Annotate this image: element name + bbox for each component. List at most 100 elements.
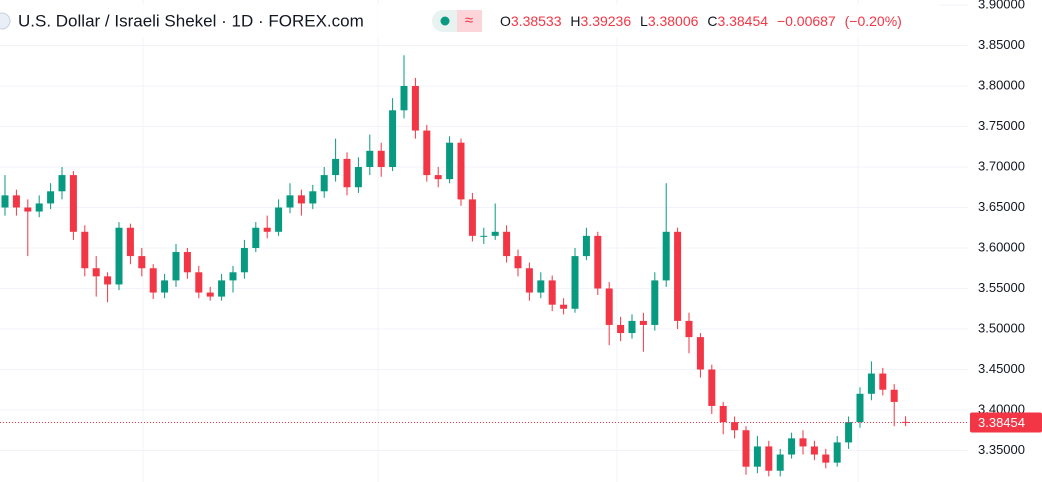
candle-body: [343, 158, 351, 188]
candle-body: [252, 227, 260, 248]
market-open-dot: [440, 16, 450, 26]
close-value: 3.38454: [717, 13, 768, 29]
candle-body: [628, 320, 636, 334]
candle-body: [879, 373, 887, 390]
candle-body: [457, 142, 465, 200]
candle-body: [731, 422, 739, 431]
approx-icon: ≈: [465, 12, 473, 29]
candle-body: [377, 150, 385, 167]
high-value: 3.39236: [581, 13, 632, 29]
candle-body: [799, 438, 807, 447]
candle-body: [548, 280, 556, 305]
candle-body: [582, 235, 590, 257]
candle-body: [47, 191, 55, 204]
symbol: U.S. Dollar / Israeli Shekel · 1D · FORE…: [18, 11, 364, 30]
candle-body: [286, 195, 294, 208]
candle-body: [571, 256, 579, 309]
candle-body: [138, 256, 146, 269]
legend-bar: U.S. Dollar / Israeli Shekel · 1D · FORE…: [0, 4, 940, 38]
low-label: L: [640, 13, 648, 29]
candle-body: [788, 438, 796, 455]
last-price-box: [970, 412, 1042, 433]
candle-body: [183, 252, 191, 273]
candle-body: [594, 235, 602, 289]
candle-body: [275, 207, 283, 232]
y-tick-label: 3.45000: [978, 361, 1025, 376]
candle-body: [537, 280, 545, 293]
candle-body: [662, 231, 670, 281]
candle-body: [1, 195, 9, 208]
candle-body: [229, 272, 237, 281]
candle-body: [605, 288, 613, 325]
candle-body: [742, 430, 750, 467]
open-label: O: [500, 13, 511, 29]
candle-body: [867, 373, 875, 394]
open-value: 3.38533: [511, 13, 562, 29]
candle-body: [400, 85, 408, 111]
candle-body: [753, 446, 761, 467]
candle-body: [263, 227, 271, 232]
y-tick-label: 3.75000: [978, 118, 1025, 133]
candle-body: [639, 320, 647, 325]
candle-body: [366, 150, 374, 167]
candle-body: [423, 130, 431, 176]
candle-body: [81, 231, 89, 269]
candle-body: [195, 272, 203, 293]
candle-body: [491, 231, 499, 236]
candle-body: [297, 195, 305, 204]
candle-body: [104, 276, 112, 285]
candle-body: [525, 268, 533, 293]
candle-body: [685, 320, 693, 338]
candle-body: [890, 389, 898, 402]
candle-body: [58, 175, 66, 192]
candle-body: [24, 207, 32, 212]
candle-body: [354, 166, 362, 188]
y-tick-label: 3.85000: [978, 37, 1025, 52]
candle-body: [514, 256, 522, 269]
candle-body: [12, 195, 20, 208]
status-pill-right: [457, 10, 482, 32]
candle-body: [833, 442, 841, 463]
candle-body: [149, 268, 157, 293]
low-value: 3.38006: [648, 13, 699, 29]
candle-body: [468, 199, 476, 236]
candle-body: [560, 304, 568, 309]
candle-body: [240, 247, 248, 273]
candle-body: [856, 393, 864, 423]
candle-body: [172, 252, 180, 281]
candle-body: [411, 85, 419, 131]
candle-body: [115, 227, 123, 285]
y-tick-label: 3.55000: [978, 280, 1025, 295]
y-tick-label: 3.50000: [978, 320, 1025, 335]
candle-body: [332, 158, 340, 176]
change: −0.00687: [777, 13, 836, 29]
high-label: H: [570, 13, 580, 29]
candle-body: [389, 110, 397, 167]
candle-body: [218, 280, 226, 297]
candle-body: [902, 421, 910, 423]
candle-body: [810, 446, 818, 455]
y-tick-label: 3.60000: [978, 239, 1025, 254]
candle-body: [503, 231, 511, 257]
candle-body: [822, 454, 830, 463]
candle-body: [719, 405, 727, 423]
candle-body: [320, 175, 328, 192]
candle-body: [651, 280, 659, 325]
candle-body: [776, 454, 784, 471]
candle-body: [446, 142, 454, 180]
ohlc: O3.38533 H3.39236 L3.38006 C3.38454 −0.0…: [500, 13, 902, 29]
y-tick-label: 3.80000: [978, 77, 1025, 92]
candle-body: [708, 369, 716, 406]
candle-body: [674, 231, 682, 321]
change-pct: (−0.20%): [845, 13, 902, 29]
last-price-label: 3.38454: [978, 415, 1025, 430]
close-label: C: [707, 13, 717, 29]
candle-body: [309, 191, 317, 204]
candles: [0, 55, 968, 477]
candle-body: [126, 227, 134, 257]
candle-body: [696, 337, 704, 370]
candle-body: [161, 280, 169, 293]
price-axis: 3.350003.400003.450003.500003.550003.600…: [970, 0, 1042, 457]
flag-icon: [0, 12, 11, 30]
